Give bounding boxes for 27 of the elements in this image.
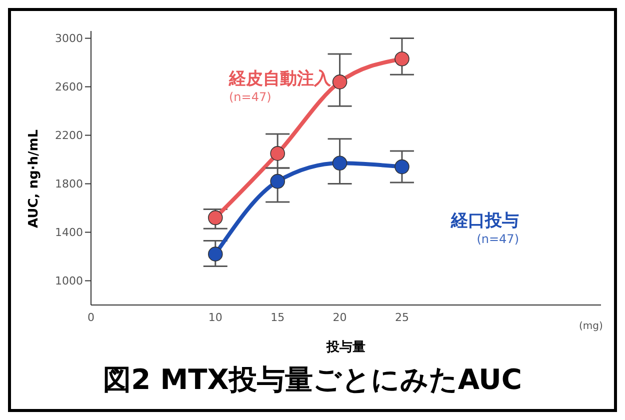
point [332, 74, 348, 90]
x-tick-label: 20 [332, 310, 347, 324]
text: (mg) [579, 321, 603, 332]
x-tick-label: 25 [394, 310, 409, 324]
point [208, 246, 223, 262]
y-tick-label: 3000 [55, 32, 83, 46]
text: 図2 MTX投与量ごとにみたAUC [102, 362, 523, 398]
x-axis-title: 投与量 [326, 340, 366, 355]
y-tick-label: 2200 [55, 129, 83, 142]
y-tick-label: 2600 [55, 80, 83, 94]
x-tick-label: 15 [270, 310, 285, 324]
point [332, 156, 348, 171]
point [270, 146, 285, 161]
x-tick-label: 0 [88, 310, 94, 324]
point [394, 51, 410, 66]
y-tick-label: 1400 [55, 226, 83, 240]
y-tick-label: 1800 [55, 178, 83, 191]
point [208, 210, 223, 226]
annotation: (n=47) [229, 90, 272, 104]
x-tick-label: 10 [208, 310, 222, 324]
point [270, 174, 285, 189]
point [394, 159, 410, 174]
y-axis-title: AUC, ng·h/mL [26, 129, 42, 228]
y-tick-label: 1000 [55, 274, 83, 288]
annotation: (n=47) [476, 232, 519, 246]
series-label: 経皮自動注入 [229, 68, 331, 90]
text: 経口投与 [451, 210, 519, 232]
